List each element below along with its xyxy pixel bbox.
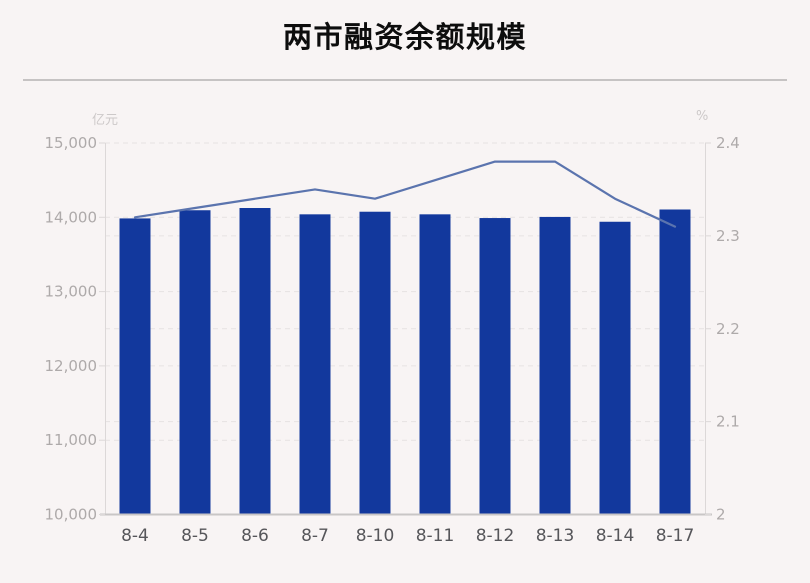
right-axis-tick-label: 2.3 [716,227,740,245]
left-axis-tick-label: 13,000 [45,283,98,301]
bar[interactable] [299,214,331,514]
bar[interactable] [479,218,511,514]
bar[interactable] [659,209,691,514]
bar[interactable] [239,208,271,514]
left-axis-tick-label: 12,000 [45,357,98,375]
x-axis-tick-label: 8-11 [416,526,455,546]
x-axis-tick-label: 8-7 [301,526,329,546]
left-axis-tick-label: 14,000 [45,208,98,226]
x-axis-tick-label: 8-6 [241,526,269,546]
bar[interactable] [359,211,391,514]
right-axis-unit-label: % [696,109,709,124]
title-divider [23,79,787,81]
bar[interactable] [419,214,451,514]
x-axis-tick-label: 8-13 [536,526,575,546]
right-axis-tick-label: 2 [716,506,726,524]
x-axis-tick-label: 8-17 [656,526,695,546]
left-axis-tick-label: 10,000 [45,506,98,524]
x-axis-tick-label: 8-12 [476,526,515,546]
left-axis-tick-label: 11,000 [45,431,98,449]
x-axis-tick-label: 8-5 [181,526,209,546]
bar[interactable] [179,210,211,514]
left-axis-unit-label: 亿元 [92,113,119,128]
x-axis-tick-label: 8-4 [121,526,149,546]
bar[interactable] [599,221,631,514]
right-axis-tick-label: 2.2 [716,320,740,338]
bar[interactable] [539,216,571,514]
right-axis-tick-label: 2.1 [716,413,740,431]
bar[interactable] [119,218,151,514]
chart-title: 两市融资余额规模 [282,20,527,54]
right-axis-tick-label: 2.4 [716,134,740,152]
trend-line[interactable] [133,160,677,228]
x-axis-tick-label: 8-10 [356,526,395,546]
left-axis-tick-label: 15,000 [45,134,98,152]
x-axis-tick-label: 8-14 [596,526,635,546]
